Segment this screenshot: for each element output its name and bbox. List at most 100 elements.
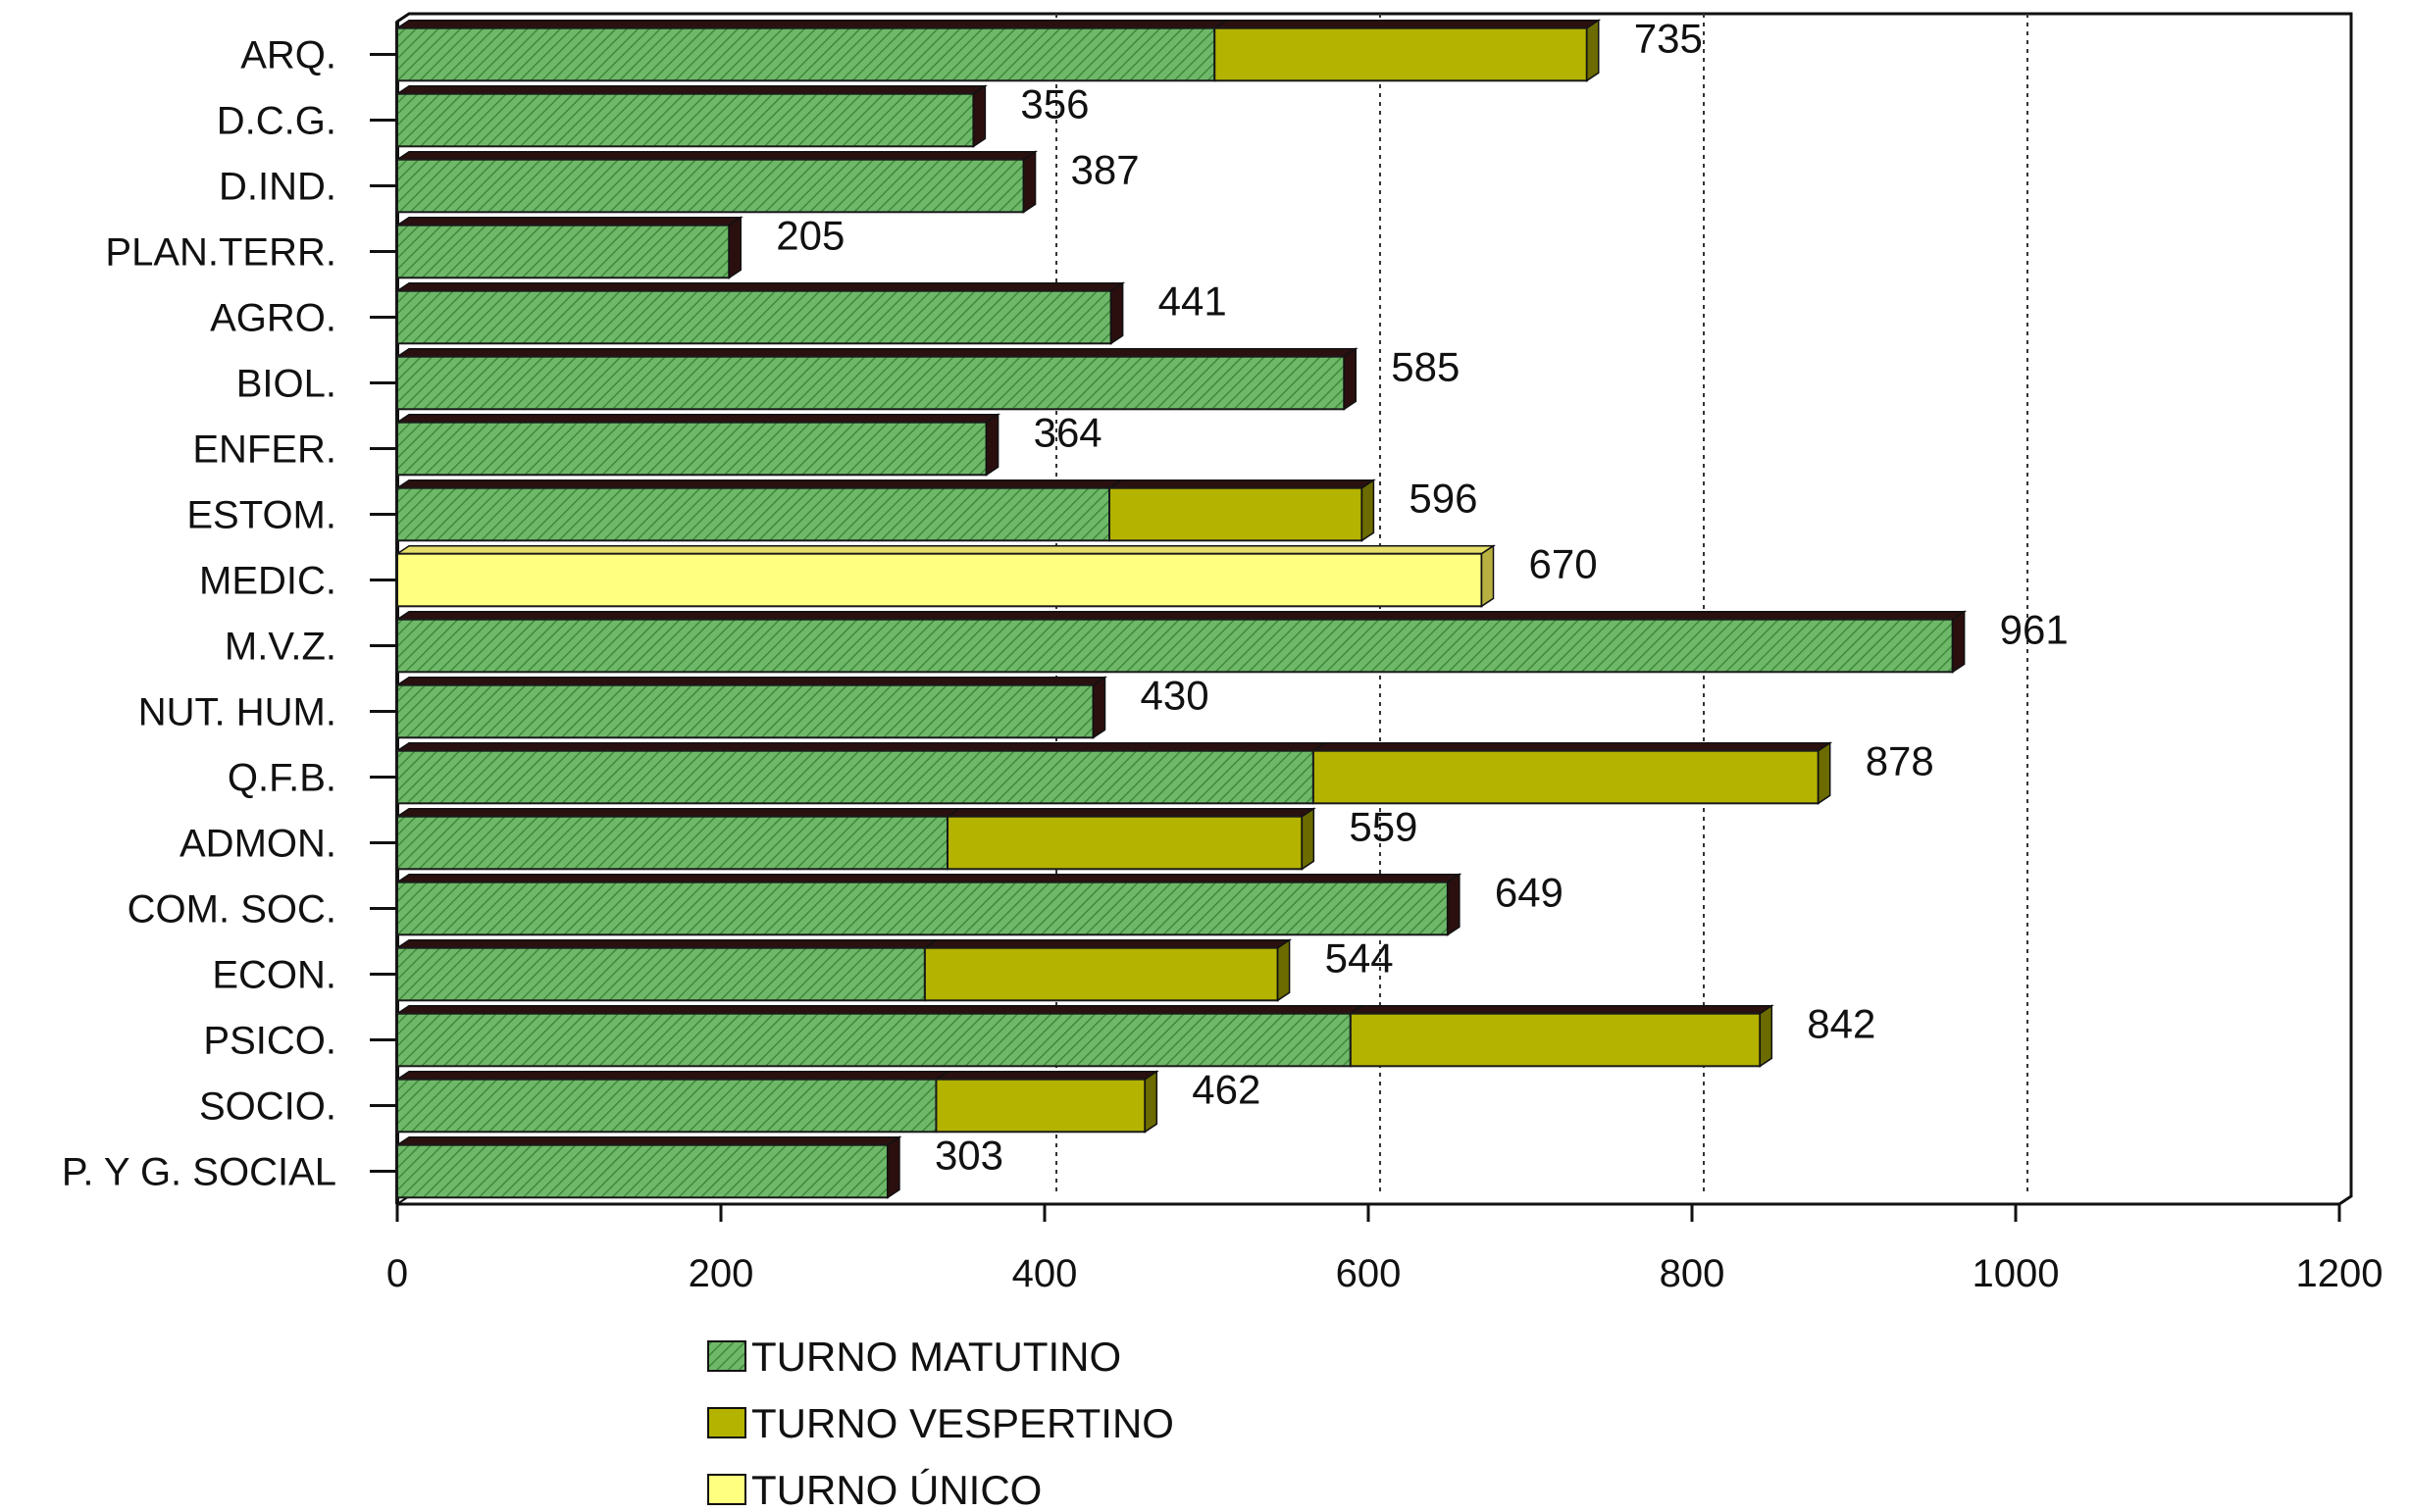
bar-top-face: [1310, 741, 1833, 752]
bar-segment: [396, 355, 1346, 411]
bar-top-face: [394, 347, 1358, 358]
category-label: ENFER.: [192, 428, 336, 472]
x-tick-label: 1200: [2296, 1252, 2383, 1295]
bar-top-face: [394, 281, 1126, 292]
bar-top-face: [394, 1135, 902, 1146]
bar-segment: [396, 289, 1112, 345]
data-label-total: 670: [1529, 541, 1598, 587]
category-label: D.IND.: [219, 166, 336, 209]
bar-segment: [1213, 26, 1588, 82]
legend: TURNO MATUTINO TURNO VESPERTINO TURNO ÚNIC…: [707, 1334, 1174, 1512]
data-label-total: 649: [1495, 870, 1563, 916]
data-label-total: 462: [1192, 1067, 1260, 1113]
bar-segment: [396, 618, 1954, 674]
category-label: P. Y G. SOCIAL: [62, 1151, 336, 1194]
category-label: ESTOM.: [186, 494, 336, 537]
category-label: PSICO.: [203, 1020, 336, 1063]
category-label: PLAN.TERR.: [105, 231, 336, 275]
category-label: M.V.Z.: [225, 626, 336, 669]
bar-segment: [1311, 749, 1820, 805]
legend-entry: TURNO ÚNICO: [751, 1467, 1042, 1512]
bar-segment: [935, 1078, 1147, 1134]
category-label: AGRO.: [210, 297, 336, 340]
bar-side-face: [887, 1135, 900, 1199]
category-label: Q.F.B.: [228, 757, 336, 800]
category-label: NUT. HUM.: [138, 691, 336, 734]
legend-entry: TURNO MATUTINO: [751, 1334, 1121, 1380]
data-label-total: 441: [1158, 278, 1227, 325]
bar-top-face: [394, 1004, 1365, 1015]
bar-top-face: [394, 479, 1124, 489]
bar-segment: [396, 26, 1216, 82]
data-label-total: 387: [1071, 147, 1140, 193]
bar-top-face: [394, 19, 1229, 29]
data-label-total: 303: [935, 1133, 1003, 1179]
bar-side-face: [728, 216, 742, 279]
data-label-total: 961: [2000, 607, 2069, 653]
data-label-total: 585: [1391, 344, 1460, 390]
legend-swatch: [707, 1340, 746, 1372]
bar-top-face: [394, 938, 940, 949]
bar-segment: [396, 486, 1110, 542]
bar-top-face: [945, 807, 1316, 818]
data-label-total: 596: [1409, 476, 1477, 522]
category-label: ADMON.: [179, 823, 336, 866]
bar-side-face: [1480, 544, 1495, 608]
x-tick-label: 200: [689, 1252, 754, 1295]
category-label: ARQ.: [240, 34, 336, 77]
category-label: D.C.G.: [217, 100, 336, 143]
bar-segment: [396, 224, 731, 279]
bar-side-face: [1301, 807, 1315, 871]
legend-swatch: [707, 1407, 746, 1438]
bar-segment: [396, 1012, 1352, 1068]
bar-side-face: [985, 413, 999, 477]
bar-segment: [396, 1143, 889, 1199]
bar-top-face: [1106, 479, 1376, 489]
bar-side-face: [1586, 19, 1600, 82]
bar-segment: [396, 946, 926, 1002]
bar-top-face: [394, 676, 1107, 686]
bar-side-face: [1759, 1004, 1773, 1068]
data-label-total: 878: [1866, 738, 1934, 784]
bar-segment: [396, 158, 1025, 214]
bar-side-face: [1092, 676, 1106, 739]
bar-segment: [1349, 1012, 1762, 1068]
x-tick-label: 1000: [1973, 1252, 2060, 1295]
x-tick-label: 600: [1336, 1252, 1402, 1295]
bar-side-face: [1951, 610, 1966, 674]
bar-side-face: [1447, 873, 1461, 936]
bar-top-face: [394, 544, 1496, 555]
bar-top-face: [394, 216, 743, 227]
bar-top-face: [1211, 19, 1602, 29]
bars-group: 735 356 387 205 441 585 364 596 670 961 430 878 559 6…: [394, 16, 2069, 1199]
data-label-total: 430: [1141, 673, 1209, 719]
bar-side-face: [1276, 938, 1291, 1002]
bar-top-face: [394, 413, 1001, 424]
bar-top-face: [394, 807, 962, 818]
data-label-total: 364: [1034, 410, 1102, 456]
bar-segment: [396, 815, 948, 871]
bar-side-face: [1109, 281, 1124, 345]
bar-top-face: [933, 1070, 1159, 1081]
x-tick-label: 800: [1660, 1252, 1725, 1295]
bar-side-face: [1360, 479, 1375, 542]
bar-top-face: [394, 610, 1968, 621]
data-label-total: 735: [1634, 16, 1703, 62]
data-label-total: 559: [1349, 804, 1417, 850]
bar-top-face: [394, 741, 1328, 752]
bar-segment: [396, 552, 1483, 608]
bar-segment: [947, 815, 1304, 871]
bar-segment: [396, 683, 1095, 739]
bar-top-face: [394, 84, 988, 95]
bar-segment: [1108, 486, 1363, 542]
bar-side-face: [972, 84, 987, 148]
axes-group: 0 200 400 600 800 1000 1200 ARQ. D.C.G. D.IND. PLA…: [62, 34, 2383, 1296]
category-label: COM. SOC.: [128, 888, 336, 932]
bar-segment: [923, 946, 1279, 1002]
bar-side-face: [1144, 1070, 1158, 1134]
data-label-total: 205: [776, 213, 845, 259]
bar-segment: [396, 92, 975, 148]
bar-top-face: [394, 1070, 950, 1081]
bar-segment: [396, 881, 1449, 936]
category-label: MEDIC.: [199, 560, 336, 603]
